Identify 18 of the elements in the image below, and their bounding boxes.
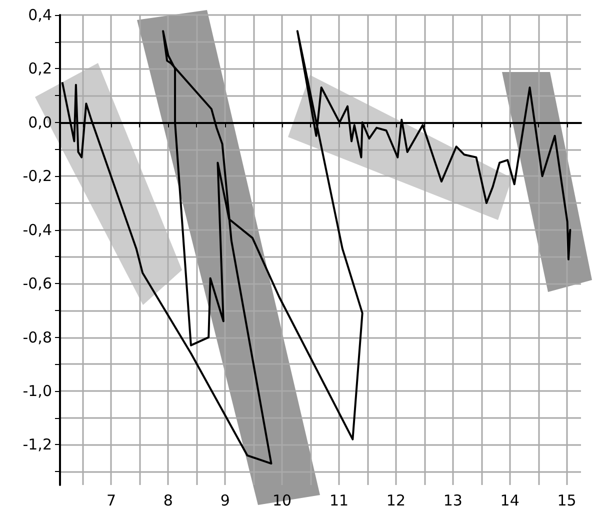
x-tick-label: 12 — [386, 492, 406, 508]
y-tick-label: -0,8 — [22, 328, 52, 346]
x-tick-label: 15 — [557, 492, 576, 508]
y-tick-label: -1,2 — [22, 436, 52, 454]
x-tick-label: 8 — [163, 492, 173, 508]
y-tick-label: -1,0 — [22, 382, 52, 400]
x-tick-label: 10 — [272, 492, 292, 508]
y-tick-label: 0,0 — [28, 113, 52, 132]
x-tick-label: 13 — [443, 492, 462, 508]
y-tick-label: 0,4 — [28, 6, 52, 24]
x-tick-label: 14 — [500, 492, 520, 508]
y-tick-label: 0,2 — [28, 60, 52, 78]
x-tick-label: 11 — [329, 492, 349, 508]
y-tick-label: -0,2 — [22, 167, 52, 186]
y-tick-label: -0,6 — [22, 274, 52, 293]
x-tick-label: 9 — [220, 492, 230, 508]
x-tick-label: 7 — [106, 492, 116, 508]
y-tick-label: -0,4 — [22, 220, 52, 239]
